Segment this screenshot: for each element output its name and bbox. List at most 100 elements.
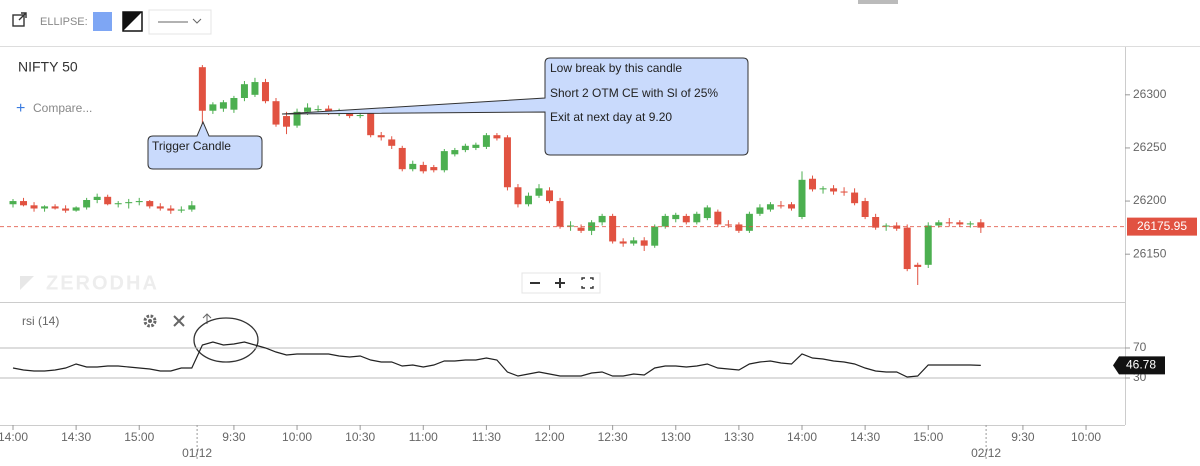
candle-body — [30, 205, 38, 209]
ellipse-drawing — [193, 317, 259, 363]
candle-body — [546, 190, 554, 202]
candle-body — [283, 116, 291, 127]
x-tick-label: 12:30 — [598, 430, 628, 444]
candle-body — [188, 205, 196, 210]
callout-text: Exit at next day at 9.20 — [550, 110, 672, 124]
candle-body — [230, 98, 238, 110]
candle-body — [356, 115, 364, 117]
candle-body — [535, 188, 543, 196]
candle-body — [609, 215, 617, 242]
stroke-color-button[interactable] — [122, 11, 143, 32]
indicator-settings[interactable] — [143, 314, 157, 328]
fill-color-button[interactable] — [93, 12, 112, 31]
candle-body — [977, 222, 985, 228]
last-price-box — [1127, 217, 1197, 236]
candle-body — [83, 200, 91, 208]
x-tick-label: 11:30 — [472, 430, 501, 444]
callout-text: Trigger Candle — [152, 139, 231, 153]
compare-button[interactable]: Compare... — [33, 101, 92, 115]
x-tick-label: 14:00 — [0, 430, 28, 444]
x-tick-label: 11:00 — [409, 430, 438, 444]
candle-body — [125, 202, 133, 204]
line-style-dropdown[interactable] — [148, 9, 212, 35]
candle-body — [377, 135, 385, 138]
y-tick-label: 26250 — [1133, 140, 1167, 154]
candle-body — [72, 207, 80, 211]
candle-body — [661, 215, 669, 227]
candle-body — [651, 226, 659, 246]
x-tick-label: 14:30 — [850, 430, 880, 444]
candle-body — [777, 205, 785, 207]
candle-body — [787, 204, 795, 209]
candle-body — [272, 101, 280, 125]
candle-body — [682, 215, 690, 223]
candle-body — [703, 207, 711, 219]
candle-body — [819, 188, 827, 190]
trigger-callout: Trigger Candle — [147, 120, 263, 170]
x-tick-label: 9:30 — [1011, 430, 1035, 444]
zoom-in[interactable] — [555, 278, 565, 288]
candle-body — [93, 196, 101, 200]
fullscreen[interactable] — [581, 277, 594, 289]
candle-body — [482, 135, 490, 147]
x-tick-label: 10:30 — [345, 430, 375, 444]
candle-body — [430, 167, 438, 171]
x-tick-label: 13:30 — [724, 430, 754, 444]
symbol-title: NIFTY 50 — [18, 59, 78, 75]
candle-body — [514, 187, 522, 205]
candle-body — [735, 224, 743, 231]
candle-body — [861, 201, 869, 217]
candle-body — [472, 144, 480, 148]
x-tick-label: 9:30 — [222, 430, 246, 444]
candle-body — [51, 206, 59, 209]
x-tick-label: 10:00 — [1071, 430, 1101, 444]
indicator-name: rsi (14) — [22, 314, 59, 328]
candle-body — [104, 196, 112, 205]
candle-body — [156, 206, 164, 209]
y-tick-label: 26200 — [1133, 193, 1167, 207]
candle-body — [840, 191, 848, 193]
y-tick-label: 26150 — [1133, 246, 1167, 260]
candle-body — [693, 213, 701, 223]
candle-body — [167, 208, 175, 211]
candle-body — [304, 107, 312, 112]
candle-body — [219, 102, 227, 109]
toolbar-tab — [858, 0, 898, 4]
candle-body — [577, 227, 585, 231]
candle-body — [745, 213, 753, 231]
candle-body — [146, 201, 154, 207]
candle-body — [314, 109, 322, 111]
date-label: 01/12 — [182, 446, 212, 460]
candle-body — [419, 164, 427, 172]
candle-body — [672, 214, 680, 220]
compare-plus[interactable]: + — [16, 100, 25, 117]
candle-body — [882, 225, 890, 227]
candle-body — [956, 222, 964, 225]
candle-body — [135, 201, 143, 203]
candle-body — [261, 82, 269, 102]
candle-body — [41, 206, 49, 209]
candle-body — [567, 225, 575, 227]
candle-body — [630, 240, 638, 244]
candle-body — [766, 204, 774, 210]
x-tick-label: 13:00 — [661, 430, 691, 444]
indicator-line — [12, 341, 981, 378]
candle-body — [798, 179, 806, 217]
candle-body — [62, 208, 70, 211]
candle-body — [177, 209, 185, 211]
candle-body — [493, 135, 501, 139]
candle-body — [914, 264, 922, 267]
candle-body — [451, 150, 459, 155]
candle-body — [461, 145, 469, 151]
candle-body — [640, 240, 648, 246]
candle-body — [714, 211, 722, 225]
indicator-remove[interactable] — [173, 315, 185, 327]
x-tick-label: 15:00 — [124, 430, 154, 444]
candle-body — [966, 223, 974, 225]
y-tick-label: 26300 — [1133, 87, 1167, 101]
candle-body — [524, 195, 532, 205]
zoom-controls — [521, 272, 601, 294]
edit-icon[interactable] — [12, 12, 27, 27]
candle-body — [872, 217, 880, 228]
